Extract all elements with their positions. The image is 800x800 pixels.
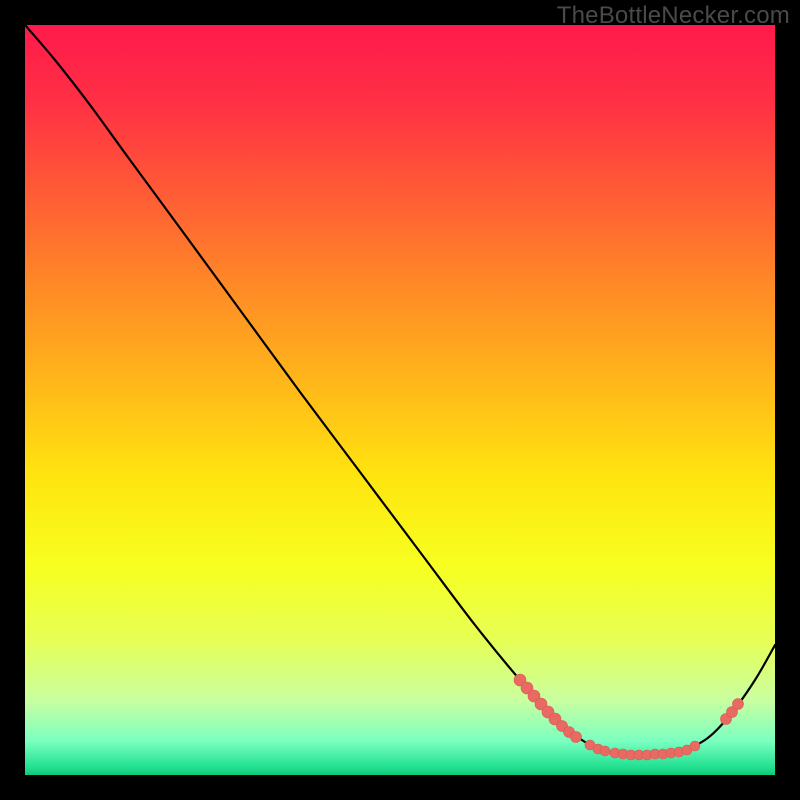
watermark-label: TheBottleNecker.com [557,2,790,30]
data-marker [571,732,582,743]
data-marker [690,741,700,751]
data-marker [733,699,744,710]
plot-area [25,25,775,775]
data-marker [600,746,610,756]
bottleneck-chart [0,0,800,800]
